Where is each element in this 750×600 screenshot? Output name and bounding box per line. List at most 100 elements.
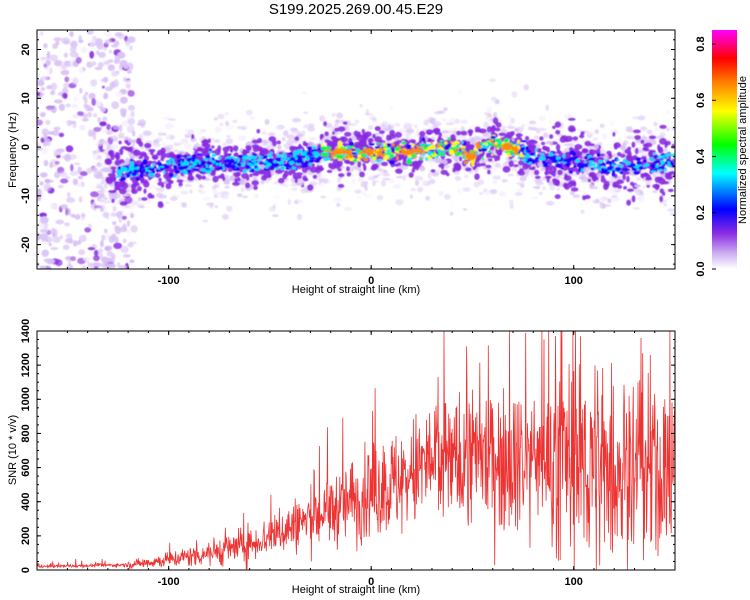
ridge-blob (312, 151, 319, 156)
noise-blob (108, 49, 112, 54)
band-blob (594, 143, 599, 150)
hot-blob (506, 148, 510, 151)
ridge-blob (531, 158, 538, 163)
ridge-blob (549, 156, 553, 160)
noise-blob (82, 256, 92, 262)
ridge-blob (394, 146, 400, 152)
band-blob (333, 162, 341, 170)
noise-blob (101, 261, 109, 269)
noise-blob (121, 215, 127, 220)
halo-blob (245, 109, 253, 116)
band-blob (158, 177, 162, 182)
noise-blob (90, 202, 97, 210)
ridge-blob (615, 166, 621, 172)
band-blob (553, 166, 557, 173)
ridge-blob (251, 160, 256, 163)
noise-blob (55, 219, 65, 225)
noise-blob (37, 119, 43, 126)
halo-blob (462, 120, 466, 124)
halo-blob (495, 163, 501, 168)
ridge-blob (331, 156, 334, 160)
band-blob (223, 178, 231, 185)
halo-blob (309, 137, 316, 141)
halo-blob (406, 128, 414, 134)
noise-blob (111, 44, 118, 48)
halo-blob (97, 155, 102, 160)
ridge-blob (660, 165, 665, 168)
band-blob (525, 136, 530, 141)
halo-blob (224, 112, 229, 116)
noise-blob (40, 87, 46, 91)
hot-blob (506, 144, 510, 147)
ridge-blob (187, 157, 192, 161)
band-blob (426, 139, 435, 143)
ridge-blob (525, 146, 529, 151)
noise-blob (60, 235, 63, 240)
halo-blob (110, 135, 118, 140)
halo-blob (492, 111, 498, 118)
ridge-blob (406, 159, 413, 165)
halo-blob (399, 127, 407, 134)
halo-blob (297, 199, 303, 204)
halo-blob (464, 174, 469, 179)
halo-blob (261, 131, 267, 135)
noise-blob (127, 90, 135, 97)
band-blob (475, 156, 480, 163)
noise-blob (50, 246, 59, 251)
ridge-blob (246, 155, 251, 158)
halo-blob (511, 168, 516, 172)
ridge-blob (549, 152, 554, 157)
band-blob (549, 169, 554, 176)
halo-blob (392, 184, 402, 189)
halo-blob (651, 190, 658, 194)
ridge-blob (525, 149, 532, 153)
halo-blob (507, 125, 516, 129)
halo-blob (431, 172, 440, 177)
band-blob (556, 149, 561, 154)
noise-blob (94, 66, 103, 71)
noise-blob (54, 161, 60, 165)
noise-blob (37, 196, 42, 202)
halo-blob (98, 193, 104, 198)
band-blob (124, 147, 132, 151)
noise-blob (70, 213, 75, 218)
halo-blob (529, 120, 537, 125)
noise-blob (121, 120, 129, 127)
halo-blob (203, 196, 211, 201)
halo-blob (202, 219, 209, 223)
band-blob (557, 169, 563, 176)
halo-blob (264, 119, 270, 125)
ridge-blob (131, 171, 137, 177)
band-blob (161, 184, 165, 188)
noise-blob (90, 191, 99, 198)
hot-blob (370, 152, 373, 155)
noise-blob (72, 77, 79, 85)
halo-blob (209, 202, 214, 209)
noise-blob (40, 137, 45, 143)
band-blob (564, 183, 568, 189)
band-blob (564, 153, 572, 157)
band-blob (110, 175, 117, 183)
ridge-blob (337, 140, 342, 145)
ridge-blob (622, 167, 629, 172)
band-blob (335, 119, 340, 124)
noise-blob (129, 45, 133, 51)
band-blob (517, 170, 526, 176)
band-blob (417, 159, 422, 165)
ridge-blob (218, 166, 223, 171)
noise-blob (97, 117, 102, 123)
noise-blob (79, 124, 86, 131)
band-blob (531, 166, 536, 171)
ridge-blob (134, 166, 140, 170)
halo-blob (592, 199, 599, 204)
noise-blob (81, 217, 85, 221)
ridge-blob (598, 159, 602, 163)
band-blob (397, 162, 402, 166)
ridge-blob (443, 146, 450, 150)
ridge-blob (212, 160, 216, 164)
band-blob (119, 188, 127, 195)
ridge-blob (133, 170, 139, 173)
halo-blob (333, 197, 343, 202)
halo-blob (168, 118, 176, 121)
